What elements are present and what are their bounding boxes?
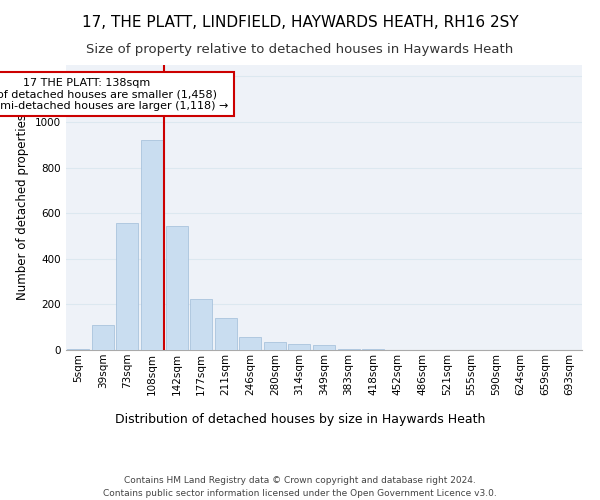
- Text: Distribution of detached houses by size in Haywards Heath: Distribution of detached houses by size …: [115, 412, 485, 426]
- Text: Size of property relative to detached houses in Haywards Heath: Size of property relative to detached ho…: [86, 42, 514, 56]
- Y-axis label: Number of detached properties: Number of detached properties: [16, 114, 29, 300]
- Text: 17 THE PLATT: 138sqm
← 56% of detached houses are smaller (1,458)
43% of semi-de: 17 THE PLATT: 138sqm ← 56% of detached h…: [0, 78, 229, 110]
- Bar: [313, 346, 335, 350]
- Bar: [141, 140, 163, 350]
- Bar: [190, 298, 212, 350]
- Bar: [264, 342, 286, 350]
- Bar: [289, 344, 310, 350]
- Bar: [166, 226, 188, 350]
- Text: Contains HM Land Registry data © Crown copyright and database right 2024.
Contai: Contains HM Land Registry data © Crown c…: [103, 476, 497, 498]
- Bar: [239, 338, 262, 350]
- Text: 17, THE PLATT, LINDFIELD, HAYWARDS HEATH, RH16 2SY: 17, THE PLATT, LINDFIELD, HAYWARDS HEATH…: [82, 15, 518, 30]
- Bar: [92, 325, 114, 350]
- Bar: [67, 349, 89, 350]
- Bar: [116, 224, 139, 350]
- Bar: [338, 349, 359, 350]
- Bar: [215, 318, 237, 350]
